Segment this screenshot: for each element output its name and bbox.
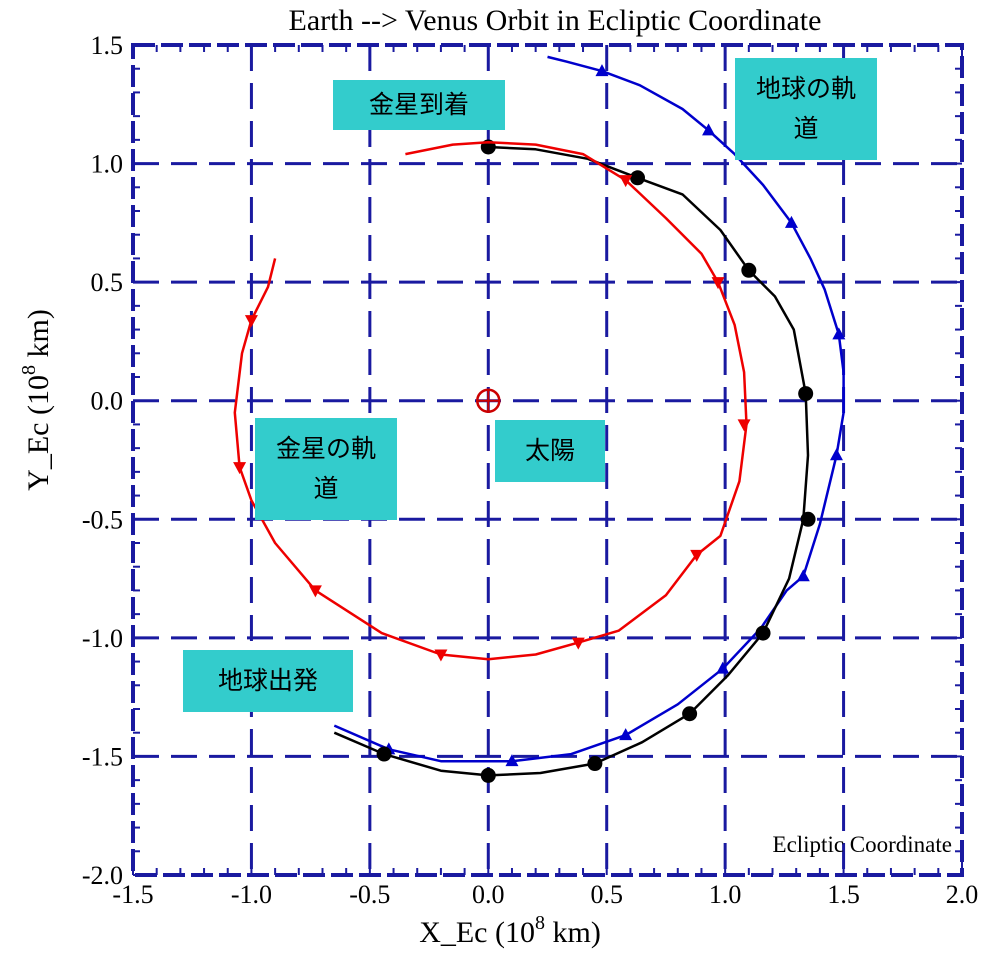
x-tick-label: -1.0 — [231, 880, 272, 909]
earth-orbit-marker — [595, 64, 609, 77]
spacecraft-position-marker — [630, 170, 646, 186]
y-tick-label: -2.0 — [82, 861, 123, 890]
x-tick-label: 0.0 — [472, 880, 505, 909]
earth-orbit-marker — [796, 569, 810, 582]
earth-orbit-marker — [832, 327, 846, 340]
earth-orbit-marker — [784, 215, 798, 228]
spacecraft-position-marker — [798, 386, 814, 402]
venus-orbit-marker — [619, 175, 633, 188]
venus-orbit-marker — [711, 277, 725, 290]
spacecraft-position-marker — [682, 706, 698, 722]
orbit-series — [233, 55, 846, 783]
x-axis-title-unit: km) — [545, 916, 601, 949]
venus-orbit-marker — [233, 462, 247, 475]
venus-orbit-marker — [737, 419, 751, 432]
orbit-line-0 — [333, 55, 845, 763]
venus-orbit-marker — [244, 315, 258, 328]
x-axis-title-exponent: 8 — [535, 912, 545, 934]
plot-border — [131, 43, 964, 877]
y-axis-title-exponent: 8 — [18, 365, 40, 375]
tick-labels: -1.5 -1.0 -0.5 0.0 0.5 1.0 1.5 2.0-2.0-1.5-1.0-… — [82, 31, 978, 909]
y-axis-title-text: Y_Ec (10 — [22, 375, 55, 491]
chart-title: Earth --> Venus Orbit in Ecliptic Coordi… — [289, 4, 822, 37]
y-tick-label: 0.0 — [91, 387, 124, 416]
y-axis-title: Y_Ec (108 km) — [18, 309, 55, 491]
earth-orbit-marker — [505, 754, 519, 767]
venus-orbit-marker — [690, 549, 704, 562]
x-tick-label: 1.0 — [709, 880, 742, 909]
venus-orbit-marker — [308, 585, 322, 598]
x-tick-label: 1.5 — [827, 880, 860, 909]
x-tick-label: 0.5 — [590, 880, 623, 909]
earth-departure-label: 地球出発 — [183, 650, 353, 712]
x-tick-label: -1.5 — [112, 880, 153, 909]
coordinate-system-note: Ecliptic Coordinate — [773, 832, 952, 857]
venus-orbit-label: 金星の軌道 — [255, 418, 397, 520]
spacecraft-position-marker — [800, 511, 816, 527]
sun-label: 太陽 — [495, 420, 605, 482]
y-tick-label: 1.5 — [91, 31, 124, 60]
earth-orbit-marker — [619, 728, 633, 741]
earth-orbit-label: 地球の軌道 — [735, 58, 877, 160]
spacecraft-position-marker — [741, 262, 757, 278]
plot-frame — [131, 43, 964, 877]
spacecraft-position-marker — [755, 625, 771, 641]
y-tick-label: 0.5 — [91, 268, 124, 297]
y-tick-label: -0.5 — [82, 505, 123, 534]
earth-orbit-marker — [829, 448, 843, 461]
spacecraft-position-marker — [587, 756, 603, 772]
venus-orbit-marker — [571, 637, 585, 650]
venus-orbit-marker — [434, 649, 448, 662]
y-tick-label: -1.0 — [82, 624, 123, 653]
earth-orbit-marker — [702, 123, 716, 136]
x-tick-label: 2.0 — [946, 880, 979, 909]
venus-arrival-label: 金星到着 — [333, 80, 505, 130]
y-tick-label: 1.0 — [91, 150, 124, 179]
x-axis-title: X_Ec (108 km) — [419, 912, 601, 949]
x-axis-title-text: X_Ec (10 — [419, 916, 535, 949]
y-tick-label: -1.5 — [82, 742, 123, 771]
spacecraft-position-marker — [480, 767, 496, 783]
spacecraft-position-marker — [376, 746, 392, 762]
x-tick-label: -0.5 — [349, 880, 390, 909]
y-axis-title-unit: km) — [22, 309, 55, 365]
sun-icon — [476, 388, 501, 413]
earth-orbit-marker — [716, 661, 730, 674]
